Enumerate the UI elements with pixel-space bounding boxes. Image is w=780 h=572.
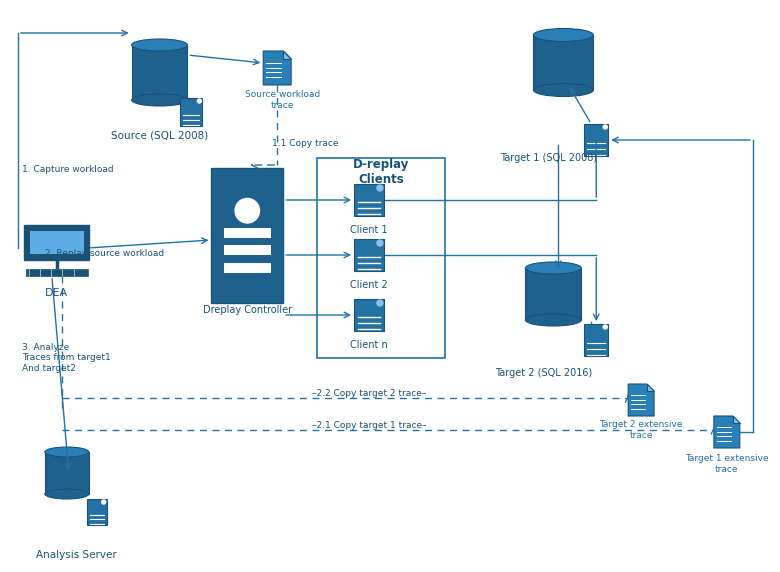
Ellipse shape [534, 29, 594, 42]
FancyBboxPatch shape [354, 239, 384, 271]
Circle shape [197, 99, 201, 103]
Circle shape [603, 325, 607, 329]
Polygon shape [714, 416, 739, 448]
Bar [45, 452, 89, 494]
Text: DEA: DEA [45, 288, 69, 298]
Ellipse shape [45, 489, 89, 499]
Text: Target 1 (SQL 2008): Target 1 (SQL 2008) [500, 153, 597, 163]
Polygon shape [628, 384, 654, 416]
Circle shape [603, 125, 607, 129]
Text: –2.2 Copy target 2 trace–: –2.2 Copy target 2 trace– [312, 388, 426, 398]
FancyBboxPatch shape [584, 324, 608, 356]
Text: Client n: Client n [350, 340, 388, 350]
Text: Source (SQL 2008): Source (SQL 2008) [111, 130, 208, 140]
FancyBboxPatch shape [211, 168, 283, 303]
Text: 3. Analyze
Traces from target1
And target2: 3. Analyze Traces from target1 And targe… [22, 343, 111, 373]
Polygon shape [283, 51, 291, 59]
FancyBboxPatch shape [26, 269, 87, 276]
Bar [534, 35, 594, 90]
FancyBboxPatch shape [354, 299, 384, 331]
Ellipse shape [132, 39, 187, 51]
FancyBboxPatch shape [354, 184, 384, 216]
Text: 1. Capture workload: 1. Capture workload [22, 165, 114, 174]
Ellipse shape [526, 314, 581, 326]
Text: D-replay
Clients: D-replay Clients [353, 158, 409, 186]
Text: Dreplay Controller: Dreplay Controller [203, 305, 292, 315]
Bar [224, 245, 271, 255]
Circle shape [234, 198, 261, 224]
Text: Client 2: Client 2 [350, 280, 388, 290]
Text: Target 2 extensive
trace: Target 2 extensive trace [599, 420, 682, 440]
Bar [224, 228, 271, 238]
Bar [224, 263, 271, 273]
Ellipse shape [534, 84, 594, 97]
Bar [132, 45, 187, 100]
Circle shape [101, 500, 105, 504]
Text: Analysis Server: Analysis Server [37, 550, 117, 560]
Text: Client 1: Client 1 [350, 225, 388, 235]
Ellipse shape [45, 447, 89, 457]
Text: 2. Replay source workload: 2. Replay source workload [45, 248, 165, 257]
Text: Source workload
trace: Source workload trace [245, 90, 320, 110]
Circle shape [377, 240, 383, 246]
Polygon shape [263, 51, 291, 85]
Polygon shape [647, 384, 654, 391]
Circle shape [377, 185, 383, 191]
FancyBboxPatch shape [24, 225, 89, 260]
Bar [30, 231, 83, 255]
Bar [526, 268, 581, 320]
Text: –2.1 Copy target 1 trace–: –2.1 Copy target 1 trace– [311, 420, 426, 430]
Ellipse shape [526, 262, 581, 274]
Polygon shape [732, 416, 739, 423]
Text: Target 2 (SQL 2016): Target 2 (SQL 2016) [495, 368, 592, 378]
Circle shape [377, 300, 383, 306]
FancyBboxPatch shape [584, 124, 608, 156]
FancyBboxPatch shape [180, 98, 202, 126]
Ellipse shape [132, 94, 187, 106]
Text: Target 1 extensive
trace: Target 1 extensive trace [685, 454, 768, 474]
Text: 1.1 Copy trace: 1.1 Copy trace [272, 138, 339, 148]
FancyBboxPatch shape [87, 499, 107, 525]
